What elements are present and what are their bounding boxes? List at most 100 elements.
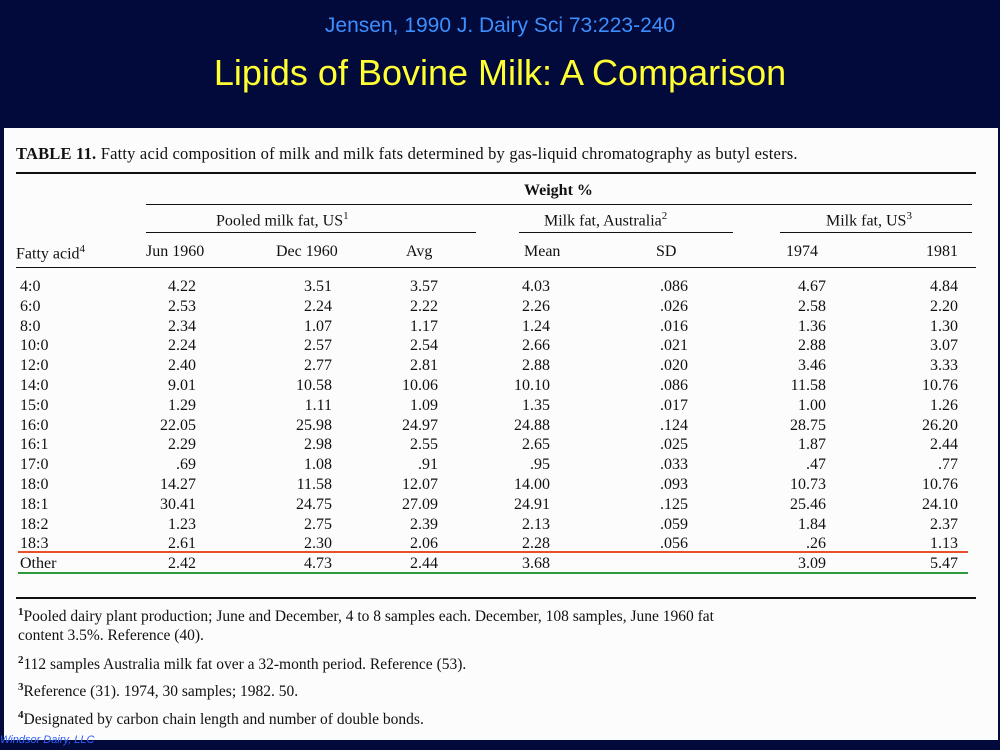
cell-avg: 2.54: [410, 337, 438, 355]
cell-mean: 1.24: [522, 317, 550, 335]
col-header-mean: Mean: [524, 243, 561, 260]
cell-mean: 2.13: [522, 515, 550, 533]
cell-mean: 24.91: [514, 495, 550, 513]
cell-dec1960: 1.11: [304, 396, 332, 414]
cell-fatty-acid: 16:1: [20, 436, 49, 454]
group-rule-pooled: [146, 232, 476, 233]
cell-y1981: 2.20: [930, 297, 958, 315]
cell-y1974: 3.46: [798, 357, 826, 375]
cell-fatty-acid: 18:0: [20, 476, 49, 493]
group-header-us: Milk fat, US3: [826, 210, 912, 230]
cell-avg: 1.09: [410, 396, 438, 414]
col-header-avg: Avg: [406, 243, 433, 260]
cell-avg: 2.06: [410, 535, 438, 553]
cell-y1974: 25.46: [790, 495, 826, 513]
cell-y1981: 2.44: [930, 436, 958, 454]
cell-sd: .026: [660, 297, 688, 315]
col-header-fatty-acid: Fatty acid4: [16, 243, 86, 263]
cell-jun1960: 2.40: [168, 357, 196, 375]
table-row: 18:2 1.23 2.75 2.39 2.13 .059 1.84 2.37: [4, 516, 998, 536]
cell-y1974: 11.58: [790, 377, 826, 394]
cell-jun1960: 9.01: [168, 377, 196, 394]
highlight-line-18-2: [18, 551, 968, 553]
cell-y1981: 4.84: [930, 278, 958, 295]
cell-fatty-acid: 4:0: [20, 278, 41, 295]
cell-y1974: 2.58: [798, 297, 826, 315]
cell-avg: 3.57: [410, 278, 438, 295]
cell-dec1960: 4.73: [304, 555, 332, 573]
cell-fatty-acid: 16:0: [20, 416, 49, 434]
slide-title: Lipids of Bovine Milk: A Comparison: [213, 52, 787, 93]
cell-jun1960: 14.27: [160, 476, 196, 493]
cell-avg: 1.17: [410, 317, 438, 335]
cell-jun1960: 2.61: [168, 535, 196, 553]
cell-avg: .91: [418, 456, 438, 474]
cell-jun1960: .69: [176, 456, 196, 474]
cell-dec1960: 2.77: [304, 357, 332, 375]
footnote-2: 2112 samples Australia milk fat over a 3…: [18, 654, 467, 674]
cell-mean: 2.88: [522, 357, 550, 375]
cell-jun1960: 2.29: [168, 436, 196, 454]
cell-mean: 1.35: [522, 396, 550, 414]
cell-mean: 10.10: [514, 377, 550, 394]
table-row: Other 2.42 4.73 2.44 3.68 3.09 5.47: [4, 555, 998, 575]
cell-dec1960: 24.75: [296, 495, 332, 513]
table-row: 4:0 4.22 3.51 3.57 4.03 .086 4.67 4.84: [4, 278, 998, 298]
cell-y1981: 1.30: [930, 317, 958, 335]
cell-dec1960: 1.08: [304, 456, 332, 474]
group-rule-australia: [519, 232, 733, 233]
cell-y1974: 1.36: [798, 317, 826, 335]
cell-sd: .033: [660, 456, 688, 474]
cell-y1974: 1.84: [798, 515, 826, 533]
group-header-pooled: Pooled milk fat, US1: [216, 210, 349, 230]
group-header-australia: Milk fat, Australia2: [544, 210, 668, 230]
table-row: 15:0 1.29 1.11 1.09 1.35 .017 1.00 1.26: [4, 397, 998, 417]
highlight-line-18-3: [18, 572, 968, 574]
cell-y1974: 10.73: [790, 476, 826, 493]
cell-avg: 27.09: [402, 495, 438, 513]
header-rule: [16, 267, 976, 268]
cell-fatty-acid: Other: [20, 555, 57, 573]
cell-mean: 2.65: [522, 436, 550, 454]
table-row: 18:3 2.61 2.30 2.06 2.28 .056 .26 1.13: [4, 535, 998, 555]
cell-fatty-acid: 18:3: [20, 535, 49, 553]
cell-avg: 2.55: [410, 436, 438, 454]
cell-y1981: .77: [938, 456, 958, 474]
cell-y1981: 10.76: [922, 377, 958, 394]
cell-sd: .056: [660, 535, 688, 553]
cell-jun1960: 1.29: [168, 396, 196, 414]
table-row: 10:0 2.24 2.57 2.54 2.66 .021 2.88 3.07: [4, 337, 998, 357]
cell-dec1960: 11.58: [296, 476, 332, 493]
cell-y1981: 2.37: [930, 515, 958, 533]
cell-dec1960: 25.98: [296, 416, 332, 434]
col-header-dec1960: Dec 1960: [276, 243, 338, 260]
weight-rule: [146, 204, 972, 205]
cell-avg: 2.22: [410, 297, 438, 315]
cell-dec1960: 2.98: [304, 436, 332, 454]
table-row: 12:0 2.40 2.77 2.81 2.88 .020 3.46 3.33: [4, 357, 998, 377]
footnote-1: 1Pooled dairy plant production; June and…: [18, 606, 714, 626]
table-panel: TABLE 11. Fatty acid composition of milk…: [4, 128, 998, 740]
footnote-3: 3Reference (31). 1974, 30 samples; 1982.…: [18, 681, 299, 701]
cell-sd: .021: [660, 337, 688, 355]
cell-dec1960: 1.07: [304, 317, 332, 335]
cell-sd: .059: [660, 515, 688, 533]
cell-jun1960: 2.42: [168, 555, 196, 573]
cell-dec1960: 10.58: [296, 377, 332, 394]
cell-y1981: 1.13: [930, 535, 958, 553]
cell-dec1960: 2.57: [304, 337, 332, 355]
table-row: 16:0 22.05 25.98 24.97 24.88 .124 28.75 26.20: [4, 417, 998, 437]
cell-y1981: 24.10: [922, 495, 958, 513]
cell-sd: .016: [660, 317, 688, 335]
cell-sd: .017: [660, 396, 688, 414]
cell-jun1960: 4.22: [168, 278, 196, 295]
cell-y1974: .26: [806, 535, 826, 553]
col-header-sd: SD: [656, 243, 677, 260]
cell-jun1960: 2.24: [168, 337, 196, 355]
cell-mean: 24.88: [514, 416, 550, 434]
table-row: 8:0 2.34 1.07 1.17 1.24 .016 1.36 1.30: [4, 318, 998, 338]
cell-jun1960: 2.53: [168, 297, 196, 315]
weight-header: Weight %: [524, 182, 593, 199]
cell-dec1960: 2.30: [304, 535, 332, 553]
table-row: 17:0 .69 1.08 .91 .95 .033 .47 .77: [4, 456, 998, 476]
